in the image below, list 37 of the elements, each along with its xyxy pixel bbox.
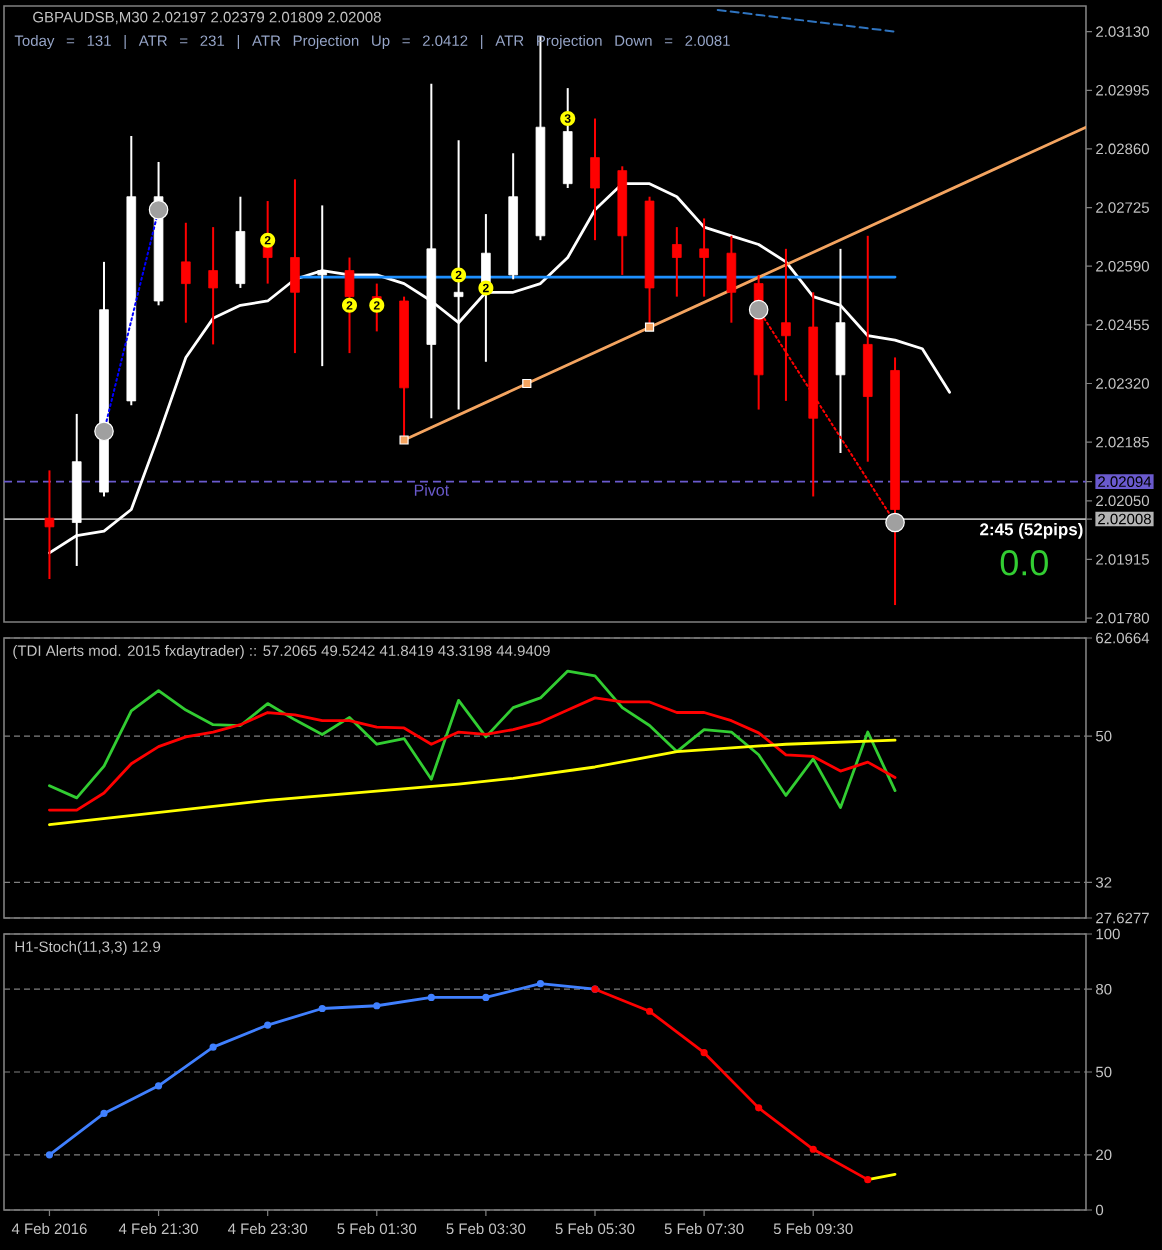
- candlestick: [208, 226, 218, 346]
- candlestick: [726, 234, 737, 324]
- point: [154, 1082, 163, 1090]
- candlestick: [44, 469, 55, 580]
- candlestick: [672, 226, 682, 298]
- candlestick: [290, 178, 300, 355]
- point: [885, 512, 905, 533]
- point: [264, 1021, 272, 1029]
- candlestick: [317, 204, 328, 368]
- point: [748, 299, 769, 320]
- point: [755, 1104, 763, 1112]
- point: [644, 322, 655, 332]
- line-series: [48, 696, 897, 812]
- ref-line-label: Pivot: [414, 484, 450, 496]
- point: [536, 980, 545, 988]
- line-series: [48, 669, 897, 810]
- point: [373, 1002, 381, 1010]
- candlestick: [699, 217, 709, 298]
- point: [318, 1004, 326, 1013]
- point: [209, 1043, 217, 1051]
- point: [148, 199, 169, 220]
- point: [399, 435, 409, 445]
- point: [45, 1151, 54, 1159]
- point: [645, 1007, 654, 1015]
- line-series: [48, 738, 897, 827]
- point: [482, 993, 490, 1002]
- point: [864, 1176, 872, 1184]
- point: [94, 421, 114, 442]
- annotation: 2:45 (52pips): [980, 522, 1083, 539]
- candlestick: [590, 117, 600, 242]
- candlestick: [181, 221, 191, 324]
- point: [100, 1109, 108, 1117]
- point: [700, 1049, 708, 1057]
- point: [809, 1145, 817, 1153]
- point: [427, 993, 435, 1002]
- annotation: 0.0: [1000, 550, 1048, 576]
- point: [522, 378, 532, 389]
